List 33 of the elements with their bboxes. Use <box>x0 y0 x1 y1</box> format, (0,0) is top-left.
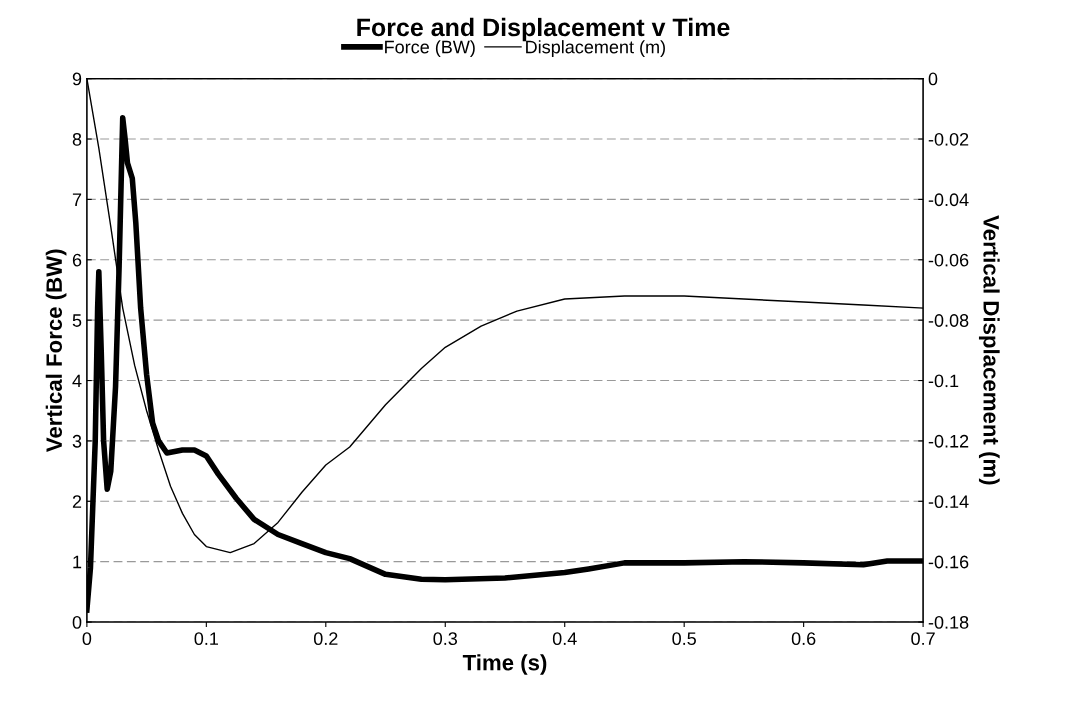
x-tick-label: 0 <box>82 632 92 646</box>
y2-tick-label: -0.02 <box>928 132 969 146</box>
y2-tick-label: -0.08 <box>928 314 969 327</box>
y2-tick-label: -0.1 <box>928 374 959 388</box>
x-axis-title: Time (s) <box>462 654 547 675</box>
y2-tick-label: 0 <box>928 72 938 86</box>
y-tick-label: 6 <box>72 253 82 267</box>
x-tick-label: 0.5 <box>672 632 696 646</box>
y-tick-label: 0 <box>72 615 82 629</box>
y-tick-label: 4 <box>72 374 82 388</box>
x-tick-label: 0.2 <box>313 632 338 646</box>
y-tick-label: 3 <box>72 434 82 448</box>
y-tick-label: 5 <box>72 314 82 327</box>
legend-label: Force (BW) <box>385 40 475 57</box>
y-axis-title: Vertical Force (BW) <box>45 249 67 453</box>
y2-tick-label: -0.12 <box>928 434 969 448</box>
y-tick-label: 2 <box>72 495 82 508</box>
y2-tick-label: -0.18 <box>928 615 969 629</box>
y2-tick-label: -0.06 <box>928 253 969 267</box>
y2-axis-title: Vertical Displacement (m) <box>978 215 1000 485</box>
y-tick-label: 9 <box>72 72 82 86</box>
legend-label: Displacement (m) <box>526 40 665 57</box>
y-tick-label: 1 <box>73 555 82 569</box>
y-tick-label: 8 <box>72 132 82 146</box>
x-tick-label: 0.1 <box>194 632 219 646</box>
x-tick-label: 0.6 <box>791 632 816 646</box>
x-tick-label: 0.4 <box>552 632 577 646</box>
x-tick-label: 0.7 <box>911 632 935 646</box>
y2-tick-label: -0.04 <box>928 193 969 207</box>
x-tick-label: 0.3 <box>433 632 458 646</box>
y2-tick-label: -0.16 <box>928 555 969 569</box>
y-tick-label: 7 <box>72 193 82 206</box>
y2-tick-label: -0.14 <box>928 495 969 509</box>
